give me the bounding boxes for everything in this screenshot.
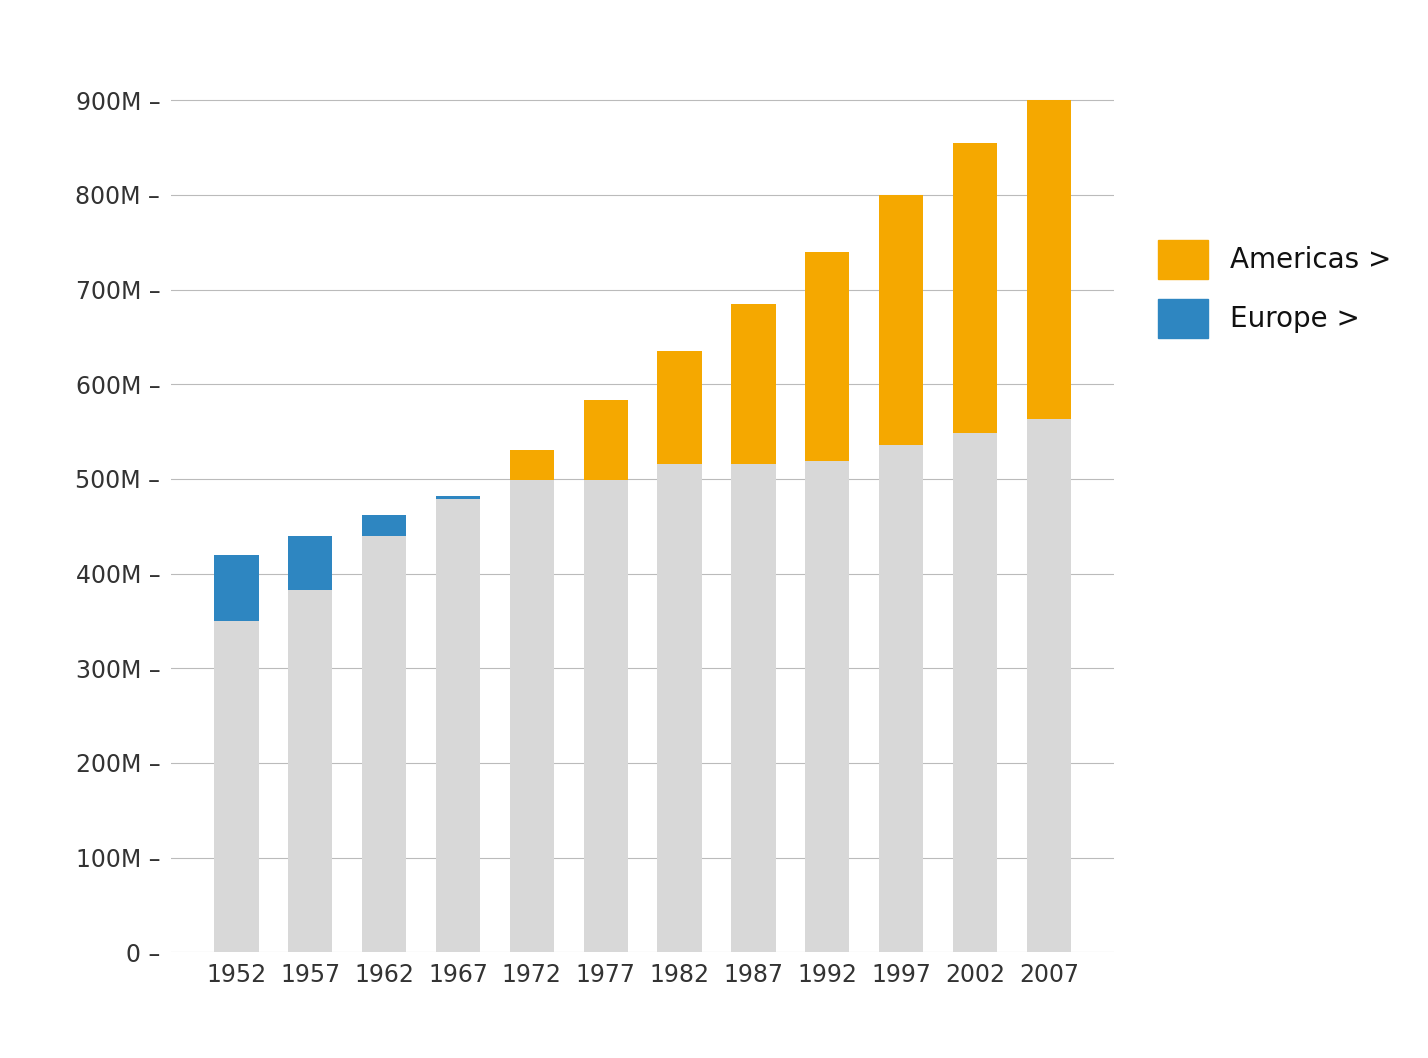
Bar xyxy=(731,304,775,463)
Bar xyxy=(880,415,924,952)
Bar xyxy=(657,351,701,463)
Legend: Americas >, Europe >: Americas >, Europe > xyxy=(1147,229,1402,349)
Bar xyxy=(288,535,333,952)
Bar xyxy=(510,451,554,952)
Bar xyxy=(731,428,775,952)
Bar xyxy=(1027,390,1071,952)
Bar xyxy=(436,496,480,952)
Bar xyxy=(952,405,997,952)
Bar xyxy=(1027,101,1071,419)
Bar xyxy=(952,143,997,434)
Bar xyxy=(657,436,701,952)
Bar xyxy=(584,460,628,952)
Bar xyxy=(805,252,850,461)
Bar xyxy=(214,554,258,621)
Bar xyxy=(880,195,924,444)
Bar xyxy=(214,554,258,952)
Bar xyxy=(805,424,850,952)
Bar xyxy=(436,496,480,498)
Bar xyxy=(288,535,333,589)
Bar xyxy=(584,400,628,480)
Bar xyxy=(361,515,406,535)
Bar xyxy=(361,515,406,952)
Bar xyxy=(510,451,554,480)
